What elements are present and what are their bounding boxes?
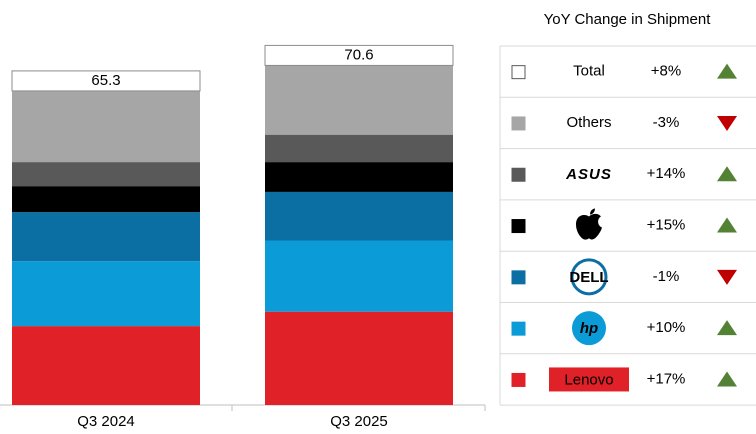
table-title: YoY Change in Shipment	[544, 11, 712, 28]
legend-label: Others	[566, 114, 611, 131]
brand-logo	[576, 208, 602, 240]
bar-segment	[12, 212, 200, 262]
total-label: 70.6	[344, 46, 373, 63]
bar-segment	[12, 90, 200, 163]
total-box	[264, 44, 454, 66]
brand-logo	[549, 367, 629, 392]
legend-label: Total	[573, 63, 605, 80]
legend-swatch	[511, 219, 526, 234]
x-tick-label: Q3 2024	[77, 413, 135, 430]
total-label: 65.3	[91, 72, 120, 89]
up-arrow	[717, 166, 737, 182]
yoy-label: +15%	[647, 217, 686, 234]
legend-swatch	[511, 65, 526, 80]
bar-segment	[265, 134, 453, 163]
bar-segment	[265, 162, 453, 192]
brand-logo	[570, 258, 608, 296]
up-arrow	[717, 63, 737, 79]
yoy-label: +14%	[647, 165, 686, 182]
bar-segment	[265, 240, 453, 312]
bar-segment	[265, 65, 453, 135]
yoy-label: -1%	[653, 268, 680, 285]
legend-swatch	[511, 167, 526, 182]
legend-label: DELL	[569, 269, 608, 286]
brand-logo	[572, 311, 606, 346]
bar-segment	[12, 162, 200, 187]
up-arrow	[717, 371, 737, 387]
up-arrow	[717, 217, 737, 233]
legend-swatch	[511, 270, 526, 285]
yoy-label: +17%	[647, 370, 686, 387]
bar-segment	[12, 326, 200, 405]
legend-label: Lenovo	[564, 371, 613, 388]
legend-swatch	[511, 372, 526, 387]
bar-segment	[265, 311, 453, 405]
legend-label: hp	[580, 320, 598, 337]
legend-swatch	[511, 321, 526, 336]
yoy-label: -3%	[653, 114, 680, 131]
bar-segment	[12, 261, 200, 327]
down-arrow	[717, 115, 737, 131]
legend-label: ASUS	[565, 166, 612, 183]
x-tick-label: Q3 2025	[330, 413, 388, 430]
bar-segment	[12, 186, 200, 213]
up-arrow	[717, 320, 737, 336]
total-box	[11, 70, 201, 92]
bar-segment	[265, 191, 453, 241]
yoy-label: +8%	[651, 63, 681, 80]
legend-swatch	[511, 116, 526, 131]
yoy-label: +10%	[647, 319, 686, 336]
down-arrow	[717, 269, 737, 285]
